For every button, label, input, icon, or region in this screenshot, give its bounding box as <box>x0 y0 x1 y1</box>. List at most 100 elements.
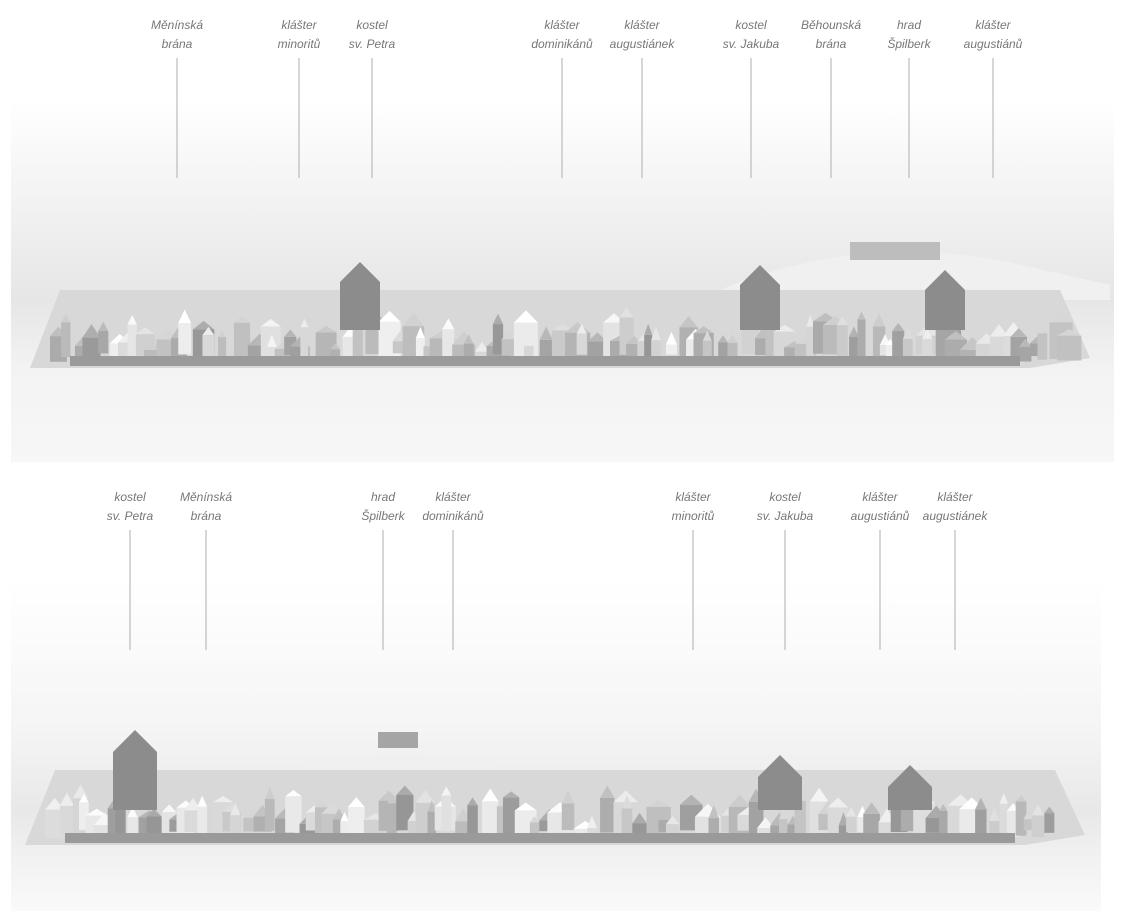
label-text: augustiánů <box>851 509 910 523</box>
roof <box>587 815 598 828</box>
label-text: sv. Jakuba <box>757 509 814 523</box>
roof <box>378 790 399 801</box>
roof <box>332 808 346 820</box>
building <box>846 816 857 833</box>
building <box>352 321 363 357</box>
roof <box>127 806 138 818</box>
roof <box>619 307 634 318</box>
building <box>665 344 677 355</box>
roof <box>481 788 499 802</box>
roof <box>264 786 275 799</box>
roof <box>427 800 437 812</box>
building <box>1037 333 1048 360</box>
building <box>632 823 647 836</box>
roof <box>378 310 401 322</box>
roof <box>600 785 615 798</box>
roof <box>809 787 829 802</box>
building <box>658 820 669 832</box>
roof <box>944 331 968 340</box>
roof <box>587 332 607 342</box>
building <box>938 810 948 839</box>
building <box>233 322 251 358</box>
roof <box>529 816 540 823</box>
label-text: kostel <box>735 18 767 32</box>
roof <box>524 335 534 346</box>
roof <box>1031 804 1045 816</box>
label-text: hrad <box>371 490 395 504</box>
building <box>267 347 277 358</box>
roof <box>902 327 913 339</box>
roof <box>561 789 575 804</box>
building <box>264 798 275 831</box>
roof <box>938 804 948 811</box>
roof <box>192 320 215 330</box>
roof <box>613 790 639 803</box>
city-silhouettes <box>25 242 1110 845</box>
building <box>178 322 192 355</box>
roof <box>708 805 720 819</box>
roof <box>1057 329 1082 336</box>
roof <box>127 314 137 325</box>
building <box>229 815 241 834</box>
roof <box>463 334 474 344</box>
building <box>386 803 397 838</box>
labels: Měnínská brána klášter minoritů kostel sv. Pe… <box>107 18 1023 650</box>
building <box>1044 813 1055 833</box>
building <box>857 319 866 357</box>
building <box>779 819 788 839</box>
building <box>348 806 365 838</box>
roof <box>658 806 669 821</box>
roof <box>806 314 815 327</box>
building <box>561 803 575 831</box>
building <box>184 810 202 832</box>
roof <box>161 804 177 813</box>
label-text: augustiánek <box>923 509 989 523</box>
building <box>879 345 891 356</box>
church <box>758 755 802 810</box>
label-text: sv. Petra <box>107 509 154 523</box>
roof <box>502 791 520 798</box>
church <box>888 765 932 810</box>
roof <box>202 326 215 336</box>
roof <box>1044 806 1055 814</box>
label-text: brána <box>162 37 193 51</box>
roof <box>330 342 340 350</box>
building <box>644 334 653 359</box>
building <box>330 349 340 362</box>
building <box>45 809 65 839</box>
building <box>82 337 101 362</box>
church <box>113 730 157 810</box>
hill <box>720 252 1110 300</box>
label-text: Špilberk <box>887 36 931 51</box>
roof <box>621 795 633 809</box>
label-text: klášter <box>975 18 1011 32</box>
church <box>740 265 780 330</box>
building <box>146 816 162 835</box>
building <box>718 342 728 363</box>
roof <box>838 812 849 826</box>
roof <box>285 789 302 797</box>
roof <box>989 807 1000 821</box>
roof <box>863 802 880 814</box>
roof <box>846 806 857 817</box>
roof <box>514 802 537 811</box>
building <box>481 801 499 835</box>
building <box>285 796 302 833</box>
label-text: dominikánů <box>422 509 484 523</box>
label-text: augustiánů <box>964 37 1023 51</box>
roof <box>779 805 788 820</box>
roof <box>229 803 241 816</box>
building <box>702 340 712 359</box>
building <box>98 331 109 354</box>
building <box>501 339 516 356</box>
roof <box>82 324 101 338</box>
roof <box>1010 327 1027 337</box>
label-text: klášter <box>937 490 973 504</box>
building <box>492 324 504 355</box>
label-text: kostel <box>769 490 801 504</box>
roof <box>644 323 653 335</box>
roof <box>879 333 891 346</box>
roof <box>78 794 89 803</box>
building <box>300 327 309 359</box>
